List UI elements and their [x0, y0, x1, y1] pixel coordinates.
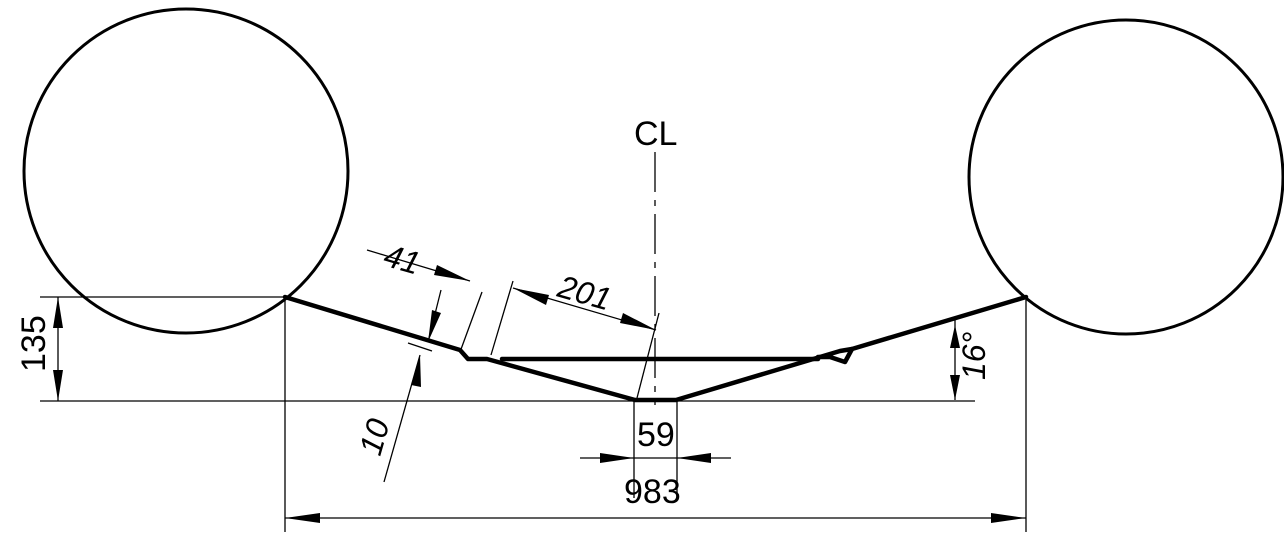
- trough-profile-outer: [282, 294, 1029, 403]
- left-roller-circle: [22, 7, 350, 335]
- dim-983-arrow-left: [285, 513, 320, 523]
- dim-41-ext-2: [490, 280, 514, 356]
- dim-59-label: 59: [637, 416, 675, 454]
- dim-10-arrow-upper: [428, 310, 441, 342]
- dim-59-arrow-right: [677, 453, 711, 463]
- right-roller-circle: [967, 18, 1284, 336]
- dim-201-label: 201: [553, 268, 615, 318]
- dim-16-label: 16°: [956, 331, 992, 380]
- dim-10-arrow-lower: [411, 355, 421, 387]
- centerline-label: CL: [634, 115, 677, 153]
- dim-983-arrow-right: [991, 513, 1026, 523]
- dim-135-arrow-top: [53, 297, 63, 328]
- dim-10-ext: [407, 342, 433, 352]
- dim-16-arrow-bottom: [950, 375, 960, 400]
- dim-201-arrow-left: [513, 288, 549, 305]
- dim-135-arrow-bottom: [53, 370, 63, 401]
- dim-41-label: 41: [380, 237, 424, 281]
- trough-right-notch: [815, 346, 855, 365]
- dim-201-ext-right: [636, 312, 660, 399]
- dim-41-arrow: [434, 265, 470, 281]
- dim-10-label: 10: [352, 415, 396, 459]
- dim-41-ext-1: [459, 291, 483, 353]
- dim-135-label: 135: [15, 315, 53, 372]
- dim-201-arrow-right: [620, 313, 656, 330]
- dim-16-arrow-top: [950, 325, 960, 348]
- dim-983-label: 983: [624, 473, 681, 511]
- dim-59-arrow-left: [600, 453, 634, 463]
